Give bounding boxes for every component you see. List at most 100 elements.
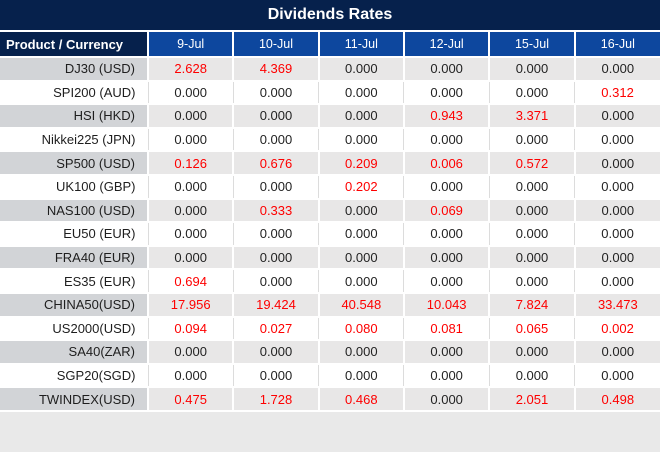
table-row: SGP20(SGD) 0.000 0.000 0.000 0.000 0.000 0.000 [0, 363, 660, 389]
rate-cell: 0.000 [488, 245, 575, 271]
rate-cell: 0.027 [232, 316, 319, 342]
rate-cell: 0.000 [146, 245, 234, 271]
rate-cell: 0.000 [573, 198, 660, 224]
dividends-table: Product / Currency 9-Jul 10-Jul 11-Jul 12-Ju… [0, 32, 660, 412]
table-row: SPI200 (AUD) 0.000 0.000 0.000 0.000 0.000 0.3… [0, 80, 660, 106]
rate-cell: 0.000 [146, 104, 234, 129]
table-row: US2000(USD) 0.094 0.027 0.080 0.081 0.065 0.00… [0, 316, 660, 342]
rate-cell: 0.000 [232, 340, 319, 365]
footer-strip [0, 411, 660, 421]
rate-cell: 4.369 [232, 57, 319, 82]
table-row: Nikkei225 (JPN) 0.000 0.000 0.000 0.000 0.000… [0, 127, 660, 153]
rate-cell: 0.000 [403, 222, 490, 247]
rate-cell: 33.473 [573, 292, 660, 318]
rate-cell: 0.000 [488, 340, 575, 365]
column-header-date: 16-Jul [573, 32, 660, 58]
rate-cell: 40.548 [317, 292, 404, 318]
rate-cell: 0.000 [402, 387, 490, 412]
rate-cell: 7.824 [488, 292, 575, 318]
rate-cell: 0.000 [574, 269, 660, 294]
table-row: TWINDEX(USD) 0.475 1.728 0.468 0.000 2.051 0.4… [0, 387, 660, 412]
rate-cell: 0.000 [318, 127, 404, 153]
table-row: DJ30 (USD) 2.628 4.369 0.000 0.000 0.000 0.000 [0, 57, 660, 82]
product-label: DJ30 (USD) [0, 57, 148, 82]
product-label: CHINA50(USD) [0, 292, 148, 318]
rate-cell: 0.468 [317, 387, 404, 412]
rate-cell: 2.628 [146, 57, 234, 82]
rate-cell: 0.000 [403, 174, 490, 200]
rate-cell: 0.000 [147, 222, 234, 247]
rate-cell: 0.000 [232, 80, 319, 106]
rate-cell: 0.000 [573, 57, 660, 82]
rate-cell: 10.043 [402, 292, 490, 318]
rate-cell: 0.000 [488, 198, 575, 224]
rate-cell: 2.051 [488, 387, 575, 412]
rate-cell: 0.065 [488, 316, 575, 342]
rate-cell: 0.000 [318, 269, 404, 294]
rate-cell: 0.000 [318, 222, 404, 247]
column-header-date: 11-Jul [317, 32, 404, 58]
rate-cell: 0.000 [573, 245, 660, 271]
table-row: ES35 (EUR) 0.694 0.000 0.000 0.000 0.000 0.000 [0, 269, 660, 294]
column-header-date: 9-Jul [146, 32, 234, 58]
rate-cell: 19.424 [232, 292, 319, 318]
rate-cell: 0.080 [318, 316, 404, 342]
rate-cell: 0.000 [403, 363, 490, 389]
rate-cell: 0.000 [232, 104, 319, 129]
rate-cell: 0.000 [317, 104, 404, 129]
rate-cell: 0.000 [402, 340, 490, 365]
rate-cell: 0.000 [232, 127, 319, 153]
product-label: UK100 (GBP) [0, 174, 148, 200]
rate-cell: 0.475 [146, 387, 234, 412]
rate-cell: 0.000 [402, 57, 490, 82]
rate-cell: 0.572 [488, 151, 575, 176]
rate-cell: 0.000 [574, 127, 660, 153]
rate-cell: 0.000 [317, 198, 404, 224]
product-label: NAS100 (USD) [0, 198, 148, 224]
product-label: SA40(ZAR) [0, 340, 148, 365]
table-row: UK100 (GBP) 0.000 0.000 0.202 0.000 0.000 0.00… [0, 174, 660, 200]
rate-cell: 0.000 [573, 151, 660, 176]
rate-cell: 0.000 [488, 80, 575, 106]
rate-cell: 0.000 [488, 57, 575, 82]
table-row: EU50 (EUR) 0.000 0.000 0.000 0.000 0.000 0.000 [0, 222, 660, 247]
rate-cell: 0.000 [574, 174, 660, 200]
rate-cell: 0.000 [403, 127, 490, 153]
rate-cell: 0.000 [147, 174, 234, 200]
rate-cell: 3.371 [488, 104, 575, 129]
rate-cell: 0.000 [232, 174, 319, 200]
rate-cell: 0.000 [402, 245, 490, 271]
rate-cell: 0.000 [146, 340, 234, 365]
rate-cell: 0.000 [147, 363, 234, 389]
column-header-date: 10-Jul [232, 32, 319, 58]
rate-cell: 0.000 [232, 245, 319, 271]
product-label: Nikkei225 (JPN) [0, 127, 148, 153]
table-row: CHINA50(USD) 17.956 19.424 40.548 10.043 7.82… [0, 292, 660, 318]
rate-cell: 17.956 [146, 292, 234, 318]
rate-cell: 0.094 [147, 316, 234, 342]
rate-cell: 0.000 [232, 269, 319, 294]
rate-cell: 0.312 [574, 80, 660, 106]
rate-cell: 0.000 [573, 104, 660, 129]
table-row: HSI (HKD) 0.000 0.000 0.000 0.943 3.371 0.000 [0, 104, 660, 129]
rate-cell: 0.000 [318, 80, 404, 106]
rate-cell: 0.000 [317, 340, 404, 365]
rate-cell: 0.000 [147, 127, 234, 153]
rate-cell: 1.728 [232, 387, 319, 412]
rate-cell: 0.000 [574, 363, 660, 389]
rate-cell: 0.000 [318, 363, 404, 389]
rate-cell: 0.943 [402, 104, 490, 129]
rate-cell: 0.000 [232, 363, 319, 389]
product-label: SPI200 (AUD) [0, 80, 148, 106]
product-label: TWINDEX(USD) [0, 387, 148, 412]
product-label: HSI (HKD) [0, 104, 148, 129]
rate-cell: 0.676 [232, 151, 319, 176]
table-row: SP500 (USD) 0.126 0.676 0.209 0.006 0.572 0.00… [0, 151, 660, 176]
page-title: Dividends Rates [0, 0, 660, 32]
rate-cell: 0.000 [573, 340, 660, 365]
rate-cell: 0.002 [574, 316, 660, 342]
rate-cell: 0.006 [402, 151, 490, 176]
product-label: SGP20(SGD) [0, 363, 148, 389]
rate-cell: 0.000 [488, 174, 575, 200]
